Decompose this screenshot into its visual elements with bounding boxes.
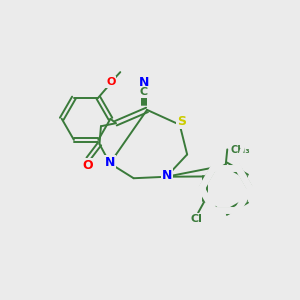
Text: S: S (177, 115, 186, 128)
Text: N: N (139, 76, 149, 89)
Text: O: O (82, 159, 93, 172)
Text: CH₃: CH₃ (230, 145, 250, 155)
Text: O: O (106, 77, 116, 87)
Text: Cl: Cl (190, 214, 202, 224)
Text: N: N (162, 169, 172, 182)
Text: C: C (140, 87, 148, 97)
Text: N: N (105, 156, 115, 169)
